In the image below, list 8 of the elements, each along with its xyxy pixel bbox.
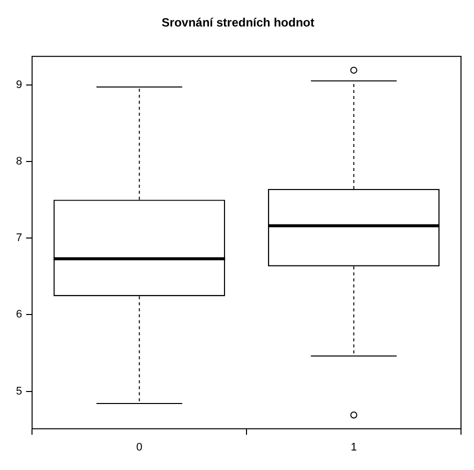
- x-tick-label: 0: [136, 441, 142, 454]
- y-tick-label: 9: [16, 78, 22, 91]
- chart-title: Srovnání stredních hodnot: [162, 16, 314, 30]
- y-tick-label: 7: [16, 232, 22, 244]
- y-tick-label: 6: [16, 308, 22, 321]
- x-tick-label: 1: [350, 441, 357, 454]
- y-tick-label: 5: [16, 385, 22, 398]
- y-tick-label: 8: [16, 155, 22, 168]
